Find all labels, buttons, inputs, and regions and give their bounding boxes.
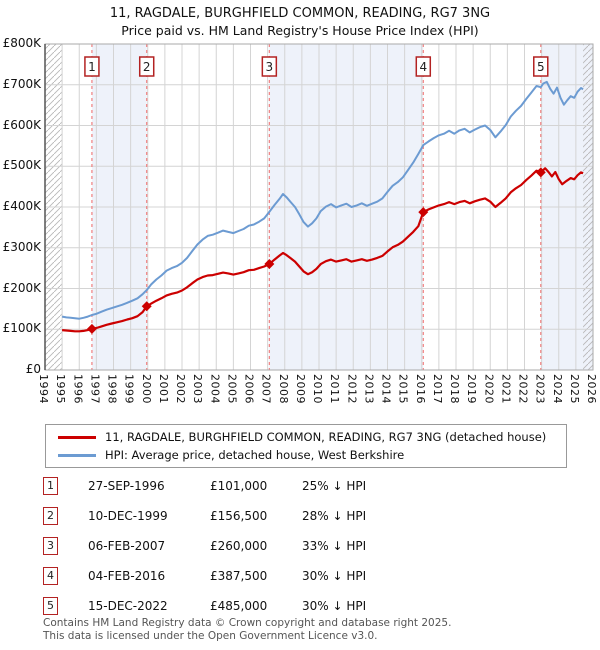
sale-hpi-delta: 30% ↓ HPI [302, 569, 367, 583]
y-tick-label: £0 [25, 362, 41, 376]
x-tick-label: 2013 [362, 374, 376, 404]
sale-number-badge: 2 [43, 507, 58, 525]
sale-date: 04-FEB-2016 [88, 569, 166, 583]
hpi-line [61, 80, 584, 320]
license-footer: Contains HM Land Registry data © Crown c… [43, 617, 451, 642]
x-tick-label: 2000 [139, 374, 153, 404]
x-tick-label: 2019 [465, 374, 479, 404]
x-tick-label: 2006 [242, 374, 256, 404]
footer-line: This data is licensed under the Open Gov… [43, 629, 378, 642]
sale-date: 15-DEC-2022 [88, 599, 168, 613]
x-tick-label: 2012 [345, 374, 359, 404]
x-tick-label: 2025 [567, 374, 581, 404]
sale-hpi-delta: 25% ↓ HPI [302, 479, 367, 493]
x-tick-label: 2024 [550, 374, 564, 404]
blue-line-swatch [58, 453, 96, 457]
x-tick-label: 2009 [293, 374, 307, 404]
table-row: 2 10-DEC-1999 £156,500 28% ↓ HPI [0, 507, 600, 527]
sale-number-flags: 1 2 3 4 5 [84, 56, 549, 77]
svg-text:4: 4 [419, 60, 427, 74]
sale-number-badge: 1 [43, 477, 58, 495]
sale-hpi-delta: 33% ↓ HPI [302, 539, 367, 553]
x-tick-label: 2008 [276, 374, 290, 404]
table-row: 1 27-SEP-1996 £101,000 25% ↓ HPI [0, 477, 600, 497]
y-tick-label: £700K [2, 76, 41, 91]
plot-area: 1 2 3 4 5 [44, 43, 594, 371]
x-tick-label: 1995 [54, 374, 68, 404]
svg-text:2: 2 [143, 60, 151, 74]
y-tick-label: £800K [2, 36, 41, 50]
x-tick-label: 2018 [448, 374, 461, 404]
sale-price: £260,000 [210, 539, 268, 553]
x-tick-label: 2010 [311, 374, 324, 404]
page-title: 11, RAGDALE, BURGHFIELD COMMON, READING,… [109, 6, 491, 21]
sale-date: 27-SEP-1996 [88, 479, 165, 493]
x-tick-label: 1998 [105, 374, 119, 404]
y-tick-label: £200K [2, 280, 41, 295]
sale-price: £156,500 [210, 509, 268, 523]
x-tick-label: 2005 [225, 374, 239, 404]
x-tick-label: 2007 [259, 374, 273, 404]
red-line-swatch [58, 435, 96, 439]
x-tick-label: 1997 [88, 374, 102, 404]
sale-number-badge: 4 [43, 567, 58, 585]
price-chart: 1 2 3 4 5 [0, 40, 600, 412]
legend-item-hpi: HPI: Average price, detached house, West… [46, 448, 566, 462]
x-tick-label: 1994 [37, 374, 50, 404]
y-tick-label: £300K [2, 239, 41, 254]
legend-label: 11, RAGDALE, BURGHFIELD COMMON, READING,… [105, 430, 547, 444]
sale-price: £387,500 [210, 569, 268, 583]
x-tick-label: 2023 [533, 374, 547, 404]
x-tick-label: 2016 [413, 374, 427, 404]
svg-text:3: 3 [266, 60, 274, 74]
y-tick-label: £500K [2, 158, 41, 173]
y-tick-label: £400K [2, 199, 41, 213]
x-tick-label: 2003 [191, 374, 205, 404]
x-tick-label: 2022 [516, 374, 530, 404]
x-tick-label: 2020 [482, 374, 496, 404]
sale-marker-lines [91, 44, 542, 370]
gridlines [45, 44, 593, 370]
x-tick-label: 1999 [122, 374, 136, 404]
y-tick-label: £600K [2, 117, 41, 132]
sale-hpi-delta: 30% ↓ HPI [302, 599, 367, 613]
x-tick-label: 2011 [328, 374, 342, 404]
svg-text:1: 1 [88, 60, 96, 74]
x-tick-label: 2015 [396, 374, 410, 404]
x-tick-label: 2001 [156, 374, 170, 404]
x-tick-label: 2017 [430, 374, 444, 404]
y-tick-label: £100K [2, 321, 41, 336]
x-tick-label: 2014 [379, 374, 393, 404]
svg-text:5: 5 [537, 60, 545, 74]
x-tick-label: 2021 [499, 374, 513, 404]
x-tick-label: 2004 [208, 374, 222, 404]
sale-price: £485,000 [210, 599, 268, 613]
page-subtitle: Price paid vs. HM Land Registry's House … [121, 23, 479, 38]
sale-date: 10-DEC-1999 [88, 509, 168, 523]
legend: 11, RAGDALE, BURGHFIELD COMMON, READING,… [45, 424, 567, 468]
legend-item-property: 11, RAGDALE, BURGHFIELD COMMON, READING,… [46, 430, 566, 444]
table-row: 4 04-FEB-2016 £387,500 30% ↓ HPI [0, 567, 600, 587]
sale-hpi-delta: 28% ↓ HPI [302, 509, 367, 523]
sale-date: 06-FEB-2007 [88, 539, 166, 553]
x-tick-label: 2026 [585, 374, 598, 404]
table-row: 5 15-DEC-2022 £485,000 30% ↓ HPI [0, 597, 600, 617]
sale-price: £101,000 [210, 479, 268, 493]
x-tick-label: 2002 [174, 374, 187, 404]
footer-line: Contains HM Land Registry data © Crown c… [43, 617, 452, 629]
legend-label: HPI: Average price, detached house, West… [105, 448, 405, 462]
sale-number-badge: 5 [43, 597, 58, 615]
sale-number-badge: 3 [43, 537, 58, 555]
table-row: 3 06-FEB-2007 £260,000 33% ↓ HPI [0, 537, 600, 557]
x-tick-label: 1996 [71, 374, 85, 404]
sale-point-markers [86, 167, 546, 334]
